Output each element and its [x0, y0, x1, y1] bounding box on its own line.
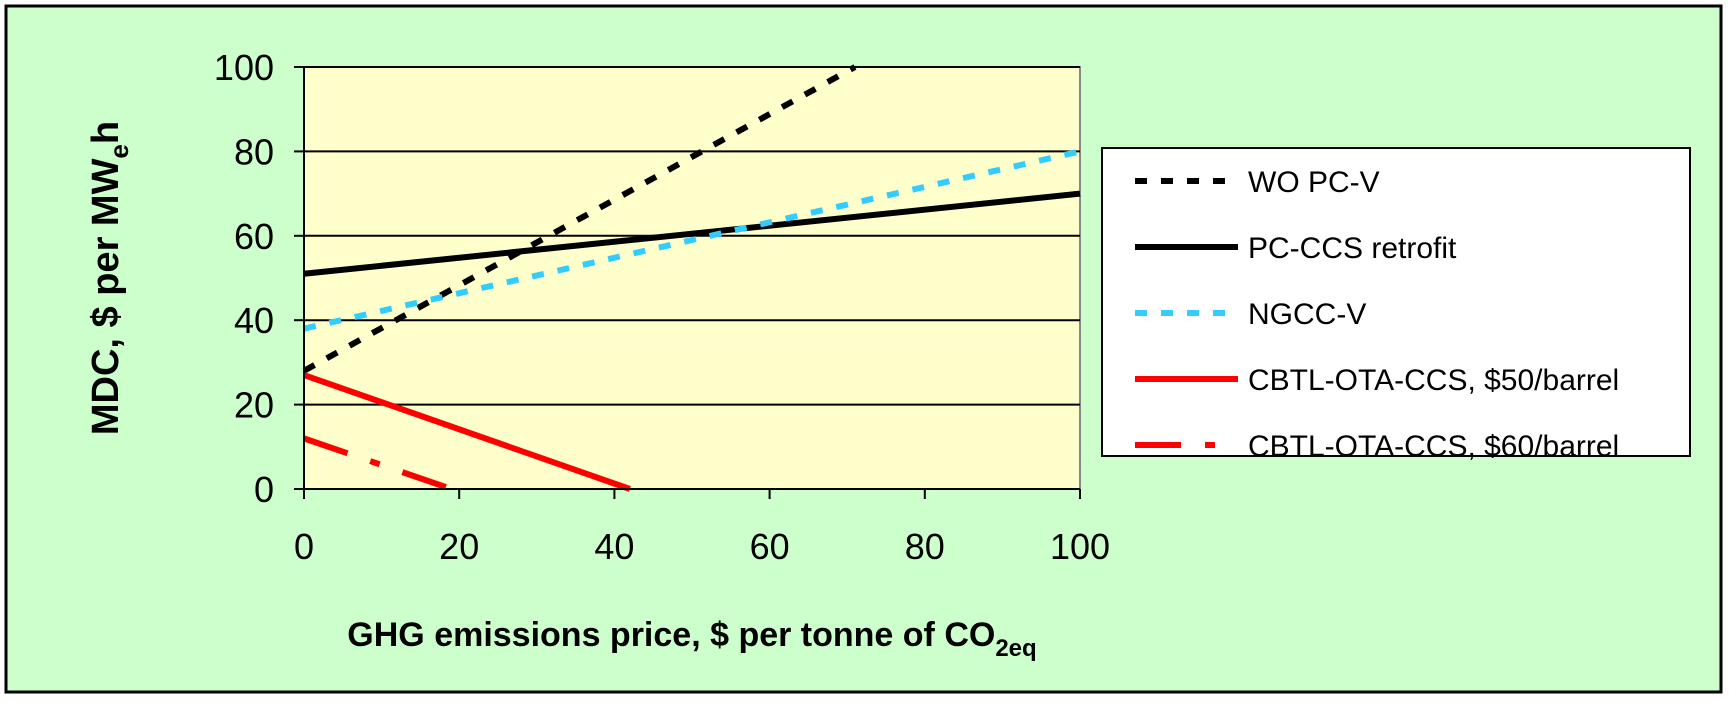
- y-axis-title: MDC, $ per MWeh: [85, 121, 134, 435]
- legend-label-2: PC-CCS retrofit: [1248, 232, 1457, 265]
- legend-label-3: NGCC-V: [1248, 298, 1366, 331]
- series-lines: [302, 64, 1081, 492]
- series-line-3: [303, 148, 1081, 332]
- legend-label-5: CBTL-OTA-CCS, $60/barrel: [1248, 430, 1619, 463]
- series-line-1: [302, 64, 857, 374]
- series-line-4: [303, 372, 631, 492]
- legend-label-1: WO PC-V: [1248, 166, 1380, 199]
- y-tick-label-80: 80: [234, 131, 274, 172]
- tick-labels: 0 20 40 60 80 100 0 20 40 60 80 100: [214, 47, 1110, 567]
- y-tick-label-0: 0: [254, 469, 274, 510]
- x-tick-label-0: 0: [294, 526, 314, 567]
- x-tick-label-80: 80: [905, 526, 945, 567]
- x-tick-label-100: 100: [1050, 526, 1110, 567]
- x-tick-label-20: 20: [439, 526, 479, 567]
- axes: [294, 66, 1081, 499]
- y-tick-label-60: 60: [234, 216, 274, 257]
- plot-area-background: [303, 66, 1081, 490]
- series-line-5: [303, 435, 453, 492]
- series-line-2: [303, 190, 1081, 277]
- legend: WO PC-V PC-CCS retrofit NGCC-V CBTL-OTA-CCS…: [1135, 166, 1619, 463]
- legend-label-4: CBTL-OTA-CCS, $50/barrel: [1248, 364, 1619, 397]
- y-tick-label-100: 100: [214, 47, 274, 88]
- legend-box: [1101, 147, 1691, 457]
- x-axis-title: GHG emissions price, $ per tonne of CO2e…: [347, 616, 1036, 662]
- y-tick-label-40: 40: [234, 300, 274, 341]
- gridlines: [304, 66, 1080, 406]
- x-tick-label-40: 40: [594, 526, 634, 567]
- y-tick-label-20: 20: [234, 385, 274, 426]
- x-tick-label-60: 60: [750, 526, 790, 567]
